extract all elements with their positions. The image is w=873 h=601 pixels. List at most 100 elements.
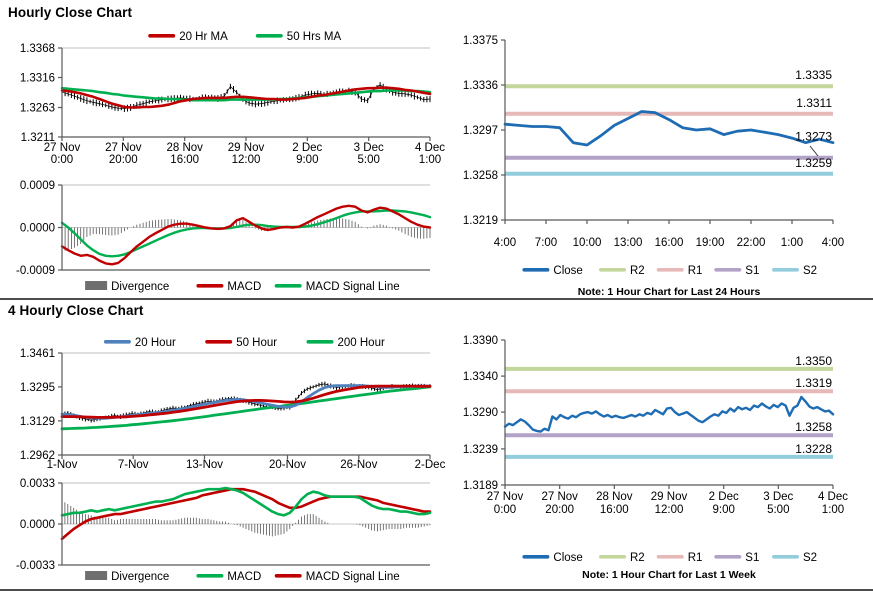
axes: 1.3375 1.3336 1.3297 1.3258 1.3219 4:00 7:00 10… bbox=[463, 35, 844, 249]
x-tick-label: 29 Nov bbox=[228, 142, 265, 154]
level-label-r1: 1.3319 bbox=[795, 376, 832, 390]
legend-label: S2 bbox=[803, 265, 817, 277]
x-tick-label: 27 Nov bbox=[44, 142, 81, 154]
series-divergence bbox=[61, 218, 431, 252]
level-label-r1: 1.3311 bbox=[796, 96, 832, 110]
x-tick-label: 16:00 bbox=[170, 154, 199, 166]
legend: 20 Hr MA 50 Hrs MA bbox=[148, 31, 341, 43]
y-tick-label: 1.3390 bbox=[463, 335, 498, 347]
x-tick-label: 9:00 bbox=[296, 154, 318, 166]
x-tick-label: 27 Nov bbox=[105, 142, 142, 154]
legend-swatch-line bbox=[196, 284, 224, 288]
x-tick-label: 29 Nov bbox=[651, 491, 688, 503]
series-close bbox=[503, 110, 835, 147]
legend-swatch-line bbox=[772, 268, 799, 272]
pivot_24h-plot: 1.3335 1.3311 1.3273 1.3259 1.3375 1.3336 1.32… bbox=[463, 35, 844, 249]
legend-label: Close bbox=[553, 552, 582, 564]
legend-swatch-line bbox=[274, 284, 302, 288]
legend-swatch-line bbox=[656, 555, 684, 559]
bottom-divider bbox=[0, 589, 873, 591]
y-tick-label: 1.3461 bbox=[20, 348, 55, 360]
y-tick-label: 1.3336 bbox=[463, 80, 498, 92]
series-200-hour bbox=[60, 385, 432, 431]
legend-swatch-line bbox=[522, 268, 550, 272]
legend-swatch-line bbox=[255, 34, 283, 38]
legend-swatch-line bbox=[205, 340, 233, 344]
x-tick-label: 20-Nov bbox=[269, 459, 306, 471]
x-tick-label: 9:00 bbox=[713, 504, 735, 516]
fourh_macd-plot: 0.0033 0.0000 -0.0033 bbox=[16, 478, 432, 572]
legend-label: 50 Hrs MA bbox=[287, 31, 342, 43]
y-tick-label: 0.0033 bbox=[20, 478, 55, 490]
series-50-hour bbox=[60, 384, 432, 419]
legend-swatch-line bbox=[522, 555, 550, 559]
x-tick-label: 13:00 bbox=[614, 237, 643, 249]
legend-label: R2 bbox=[630, 265, 645, 277]
axes: 0.0033 0.0000 -0.0033 bbox=[16, 478, 430, 572]
x-tick-label: 0:00 bbox=[51, 154, 73, 166]
series-close bbox=[503, 395, 835, 433]
legend-swatch-line bbox=[274, 574, 302, 578]
chart-note: Note: 1 Hour Chart for Last 1 Week bbox=[582, 569, 756, 581]
y-tick-label: 1.3316 bbox=[20, 73, 55, 85]
legend-label: 20 Hour bbox=[135, 337, 176, 349]
y-tick-label: 1.3375 bbox=[463, 35, 498, 47]
x-tick-label: 20:00 bbox=[545, 504, 574, 516]
legend-label: S1 bbox=[745, 552, 759, 564]
legend-swatch-line bbox=[772, 555, 799, 559]
legend: Close R2 R1 S1 S2 bbox=[522, 552, 817, 564]
series-20-hr-ma bbox=[60, 86, 432, 109]
x-tick-label: 4 Dec bbox=[415, 142, 445, 154]
y-tick-label: 1.3219 bbox=[463, 215, 498, 227]
y-tick-label: 1.3297 bbox=[463, 125, 498, 137]
legend-swatch-bar bbox=[85, 281, 108, 290]
legend-swatch-line bbox=[714, 268, 742, 272]
x-tick-label: 27 Nov bbox=[541, 491, 578, 503]
x-tick-label: 3 Dec bbox=[354, 142, 384, 154]
legend: Divergence MACD MACD Signal Line bbox=[85, 281, 400, 293]
x-tick-label: 27 Nov bbox=[487, 491, 524, 503]
section-title-hourly: Hourly Close Chart bbox=[8, 5, 133, 20]
series-macd bbox=[60, 204, 432, 266]
legend-swatch-line bbox=[714, 555, 742, 559]
y-tick-label: 0.0000 bbox=[20, 519, 55, 531]
level-label-r2: 1.3335 bbox=[795, 68, 832, 82]
section-divider bbox=[0, 298, 873, 300]
legend-swatch-line bbox=[196, 574, 224, 578]
level-label-r2: 1.3350 bbox=[795, 354, 832, 368]
label-leader-line bbox=[809, 145, 819, 157]
legend-swatch-bar bbox=[85, 571, 108, 580]
x-tick-label: 5:00 bbox=[358, 154, 380, 166]
y-tick-label: 0.0009 bbox=[20, 180, 55, 192]
x-tick-label: 19:00 bbox=[696, 237, 725, 249]
chart-note: Note: 1 Hour Chart for Last 24 Hours bbox=[578, 286, 761, 298]
y-tick-label: 0.0000 bbox=[20, 223, 55, 235]
x-tick-label: 7:00 bbox=[535, 237, 557, 249]
legend-swatch-line bbox=[656, 268, 684, 272]
series-50-hrs-ma bbox=[60, 86, 432, 102]
legend-label: MACD bbox=[227, 281, 261, 293]
pivot_1w-plot: 1.3350 1.3319 1.3258 1.3228 1.3390 1.3340 1.32… bbox=[463, 335, 848, 516]
legend-swatch-line bbox=[599, 268, 626, 272]
x-tick-label: 1-Nov bbox=[47, 459, 78, 471]
x-tick-label: 0:00 bbox=[494, 504, 516, 516]
legend-label: MACD Signal Line bbox=[306, 281, 400, 293]
level-label-s2: 1.3228 bbox=[795, 442, 832, 456]
y-tick-label: 1.3239 bbox=[463, 444, 498, 456]
legend-label: R1 bbox=[688, 552, 703, 564]
x-tick-label: 13-Nov bbox=[186, 459, 223, 471]
legend-label: Close bbox=[553, 265, 582, 277]
legend-swatch-line bbox=[306, 340, 334, 344]
4hourly-macd-chart: 0.0033 0.0000 -0.0033 Divergence MACD MACD Si… bbox=[16, 478, 432, 583]
x-tick-label: 2-Dec bbox=[415, 459, 446, 471]
x-tick-label: 12:00 bbox=[655, 504, 684, 516]
y-tick-label: 1.2962 bbox=[20, 450, 55, 462]
x-tick-label: 22:00 bbox=[737, 237, 766, 249]
x-tick-label: 16:00 bbox=[655, 237, 684, 249]
